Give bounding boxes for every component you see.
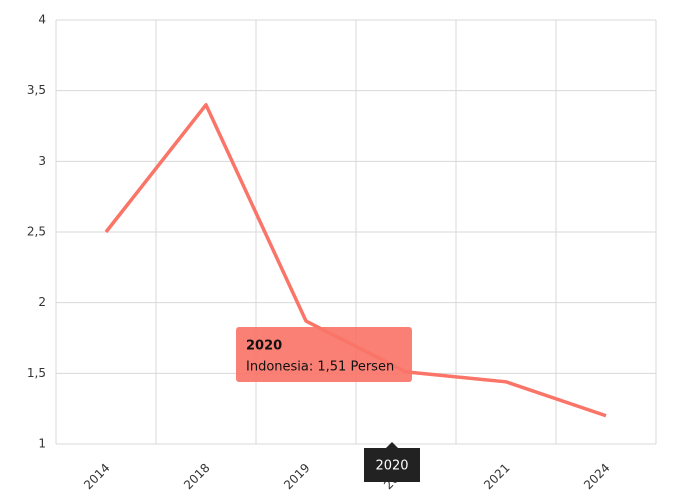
- crosshair-box: [364, 448, 420, 482]
- tooltip: 2020 Indonesia: 1,51 Persen: [236, 327, 412, 382]
- tooltip-title: 2020: [246, 339, 282, 354]
- y-tick-label: 2: [38, 295, 46, 309]
- crosshair-text: 2020: [375, 459, 408, 474]
- y-tick-label: 4: [38, 13, 46, 27]
- grid: 1 1,5 2 2,5 3 3,5 4 2014 2018 2019 2020 2021 2024: [27, 13, 657, 492]
- x-tick-label: 2021: [481, 461, 512, 492]
- x-tick-label: 2019: [281, 461, 312, 492]
- y-tick-label: 2,5: [27, 225, 46, 239]
- y-tick-label: 3,5: [27, 83, 46, 97]
- x-tick-label: 2014: [81, 461, 112, 492]
- x-tick-label: 2018: [181, 461, 212, 492]
- y-tick-label: 1: [38, 437, 46, 451]
- y-tick-label: 3: [38, 154, 46, 168]
- crosshair-arrow: [386, 442, 398, 448]
- tooltip-text: Indonesia: 1,51 Persen: [246, 360, 394, 375]
- tooltip-box: [236, 327, 412, 382]
- crosshair-label: 2020: [364, 442, 420, 482]
- x-tick-label: 2024: [581, 461, 612, 492]
- y-tick-label: 1,5: [27, 366, 46, 380]
